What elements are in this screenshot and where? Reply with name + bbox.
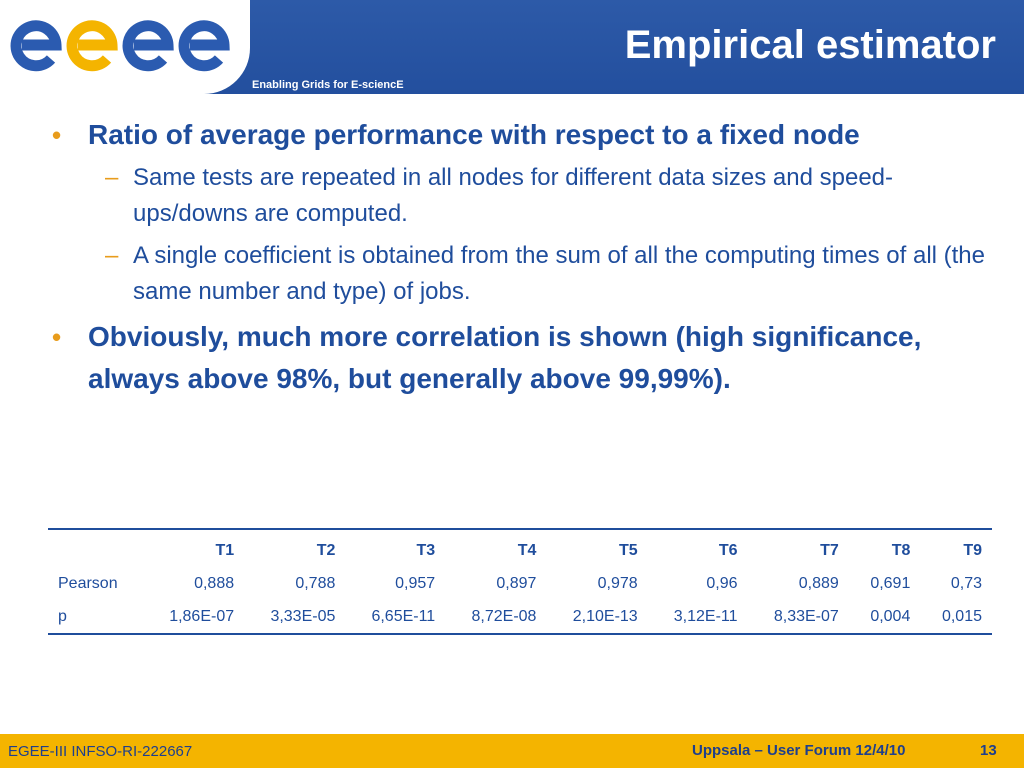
table-header-cell: T8 — [891, 541, 911, 559]
tagline: Enabling Grids for E-sciencE — [252, 79, 404, 91]
table-cell: 0,888 — [194, 574, 235, 592]
table-cell: 0,788 — [295, 574, 336, 592]
table-cell: 0,73 — [950, 574, 982, 592]
results-table: T1 T2 T3 T4 T5 T6 T7 T8 T9 Pearson 0,888… — [48, 528, 992, 635]
bullet-item: • Ratio of average performance with resp… — [50, 114, 990, 156]
slide-header: Empirical estimator Enabling Grids for E… — [0, 0, 1024, 98]
bullet-item: • Obviously, much more correlation is sh… — [50, 316, 990, 400]
table-header-cell: T3 — [416, 541, 436, 559]
table-cell: p — [58, 607, 67, 625]
table-cell: 8,33E-07 — [773, 607, 839, 625]
table-cell: 3,12E-11 — [673, 607, 738, 625]
sub-bullet-text: A single coefficient is obtained from th… — [133, 242, 985, 305]
bullet-icon: • — [52, 322, 62, 352]
table-cell: 0,96 — [706, 574, 738, 592]
table-cell: 0,691 — [870, 574, 911, 592]
table-header-cell — [48, 529, 143, 567]
bullet-icon: • — [52, 120, 62, 150]
table-cell: 8,72E-08 — [471, 607, 537, 625]
sub-bullet-item: – Same tests are repeated in all nodes f… — [50, 160, 990, 232]
table-cell: 2,10E-13 — [572, 607, 638, 625]
table-cell: 0,897 — [496, 574, 537, 592]
table-cell: 0,015 — [941, 607, 982, 625]
page-number: 13 — [980, 742, 997, 759]
logo-container — [0, 0, 250, 94]
sub-bullet-item: – A single coefficient is obtained from … — [50, 238, 990, 310]
table-cell: Pearson — [58, 574, 118, 592]
bullet-text: Obviously, much more correlation is show… — [88, 321, 922, 394]
footer-event: Uppsala – User Forum 12/4/10 — [692, 742, 906, 759]
table-row: Pearson 0,888 0,788 0,957 0,897 0,978 0,… — [48, 567, 992, 600]
slide-title: Empirical estimator — [624, 23, 996, 67]
table-cell: 0,004 — [870, 607, 911, 625]
table-header-cell: T1 — [215, 541, 235, 559]
sub-bullet-text: Same tests are repeated in all nodes for… — [133, 164, 894, 227]
table-cell: 1,86E-07 — [169, 607, 235, 625]
footer-project-id: EGEE-III INFSO-RI-222667 — [8, 743, 193, 760]
table-cell: 3,33E-05 — [270, 607, 336, 625]
dash-icon: – — [105, 242, 119, 269]
table-header-cell: T9 — [963, 541, 982, 559]
table-cell: 0,889 — [798, 574, 839, 592]
table-row: p 1,86E-07 3,33E-05 6,65E-11 8,72E-08 2,… — [48, 600, 992, 634]
results-table-container: T1 T2 T3 T4 T5 T6 T7 T8 T9 Pearson 0,888… — [48, 528, 992, 635]
slide-content: • Ratio of average performance with resp… — [50, 114, 990, 404]
table-cell: 0,978 — [597, 574, 638, 592]
slide-footer: EGEE-III INFSO-RI-222667 Uppsala – User … — [0, 734, 1024, 768]
table-cell: 6,65E-11 — [371, 607, 436, 625]
table-header-cell: T7 — [820, 541, 839, 559]
egee-logo — [10, 20, 230, 72]
bullet-text: Ratio of average performance with respec… — [88, 119, 860, 150]
table-header-cell: T5 — [619, 541, 638, 559]
table-header-cell: T4 — [517, 541, 537, 559]
table-header-cell: T2 — [316, 541, 336, 559]
dash-icon: – — [105, 164, 119, 191]
table-header-row: T1 T2 T3 T4 T5 T6 T7 T8 T9 — [48, 529, 992, 567]
table-cell: 0,957 — [395, 574, 436, 592]
table-header-cell: T6 — [718, 541, 738, 559]
